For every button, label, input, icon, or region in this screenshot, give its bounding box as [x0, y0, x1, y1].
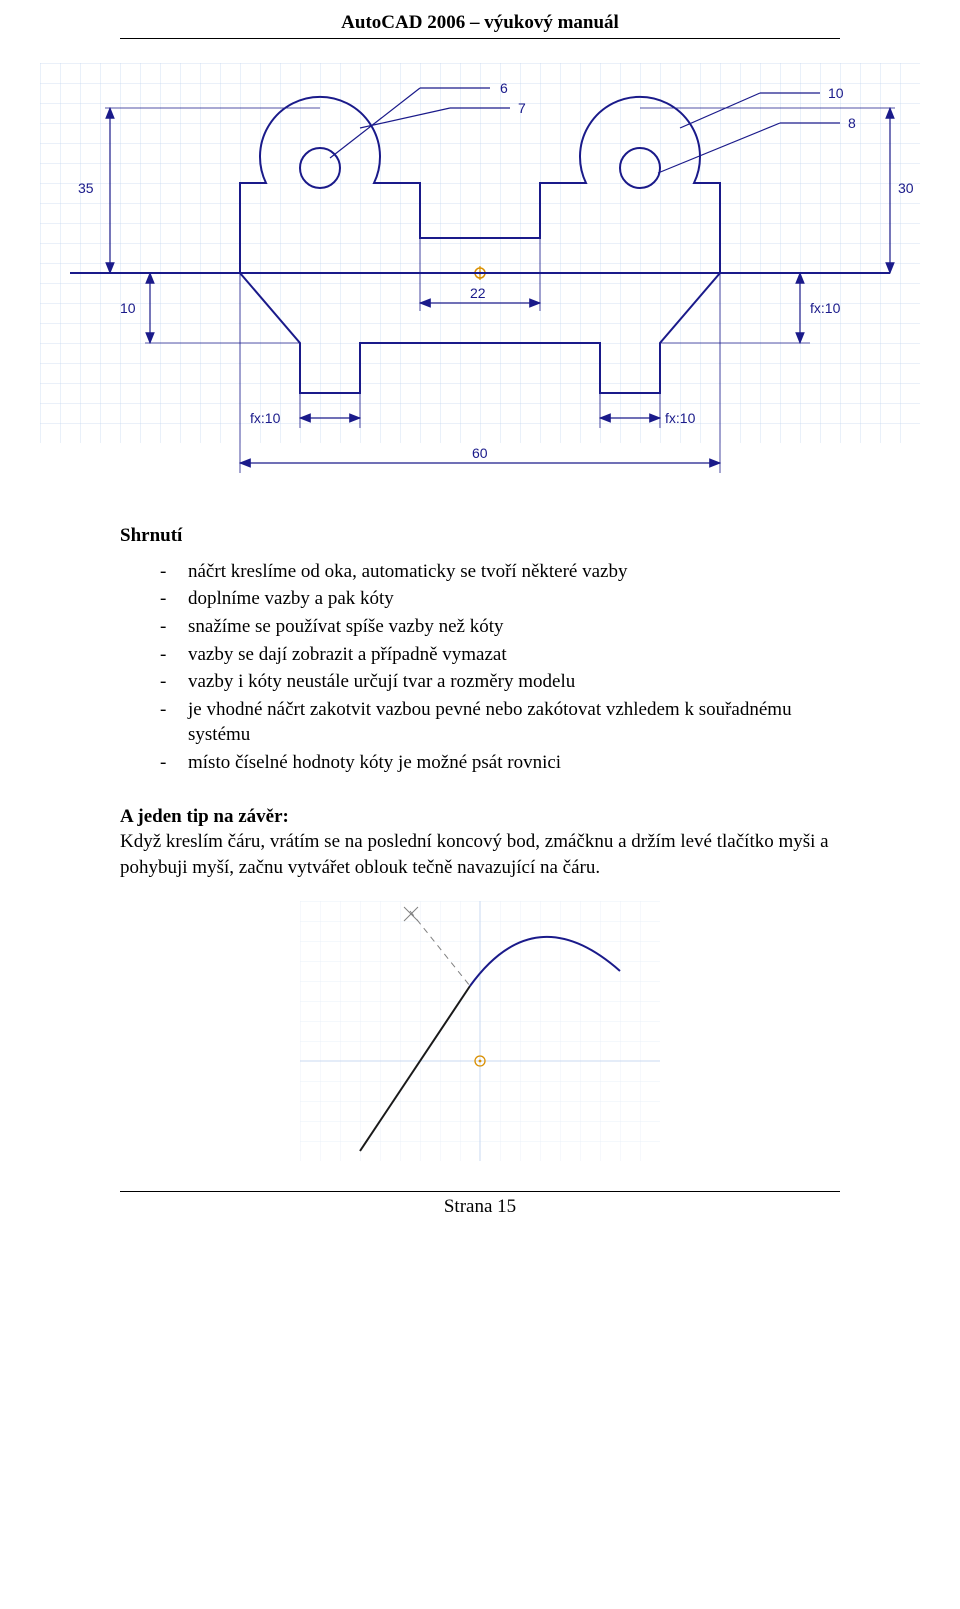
dim-35-label: 35 [78, 180, 94, 196]
footer-page-number: Strana 15 [0, 1196, 960, 1238]
tip-text: Když kreslím čáru, vrátím se na poslední… [120, 829, 840, 880]
dim-7-label: 7 [518, 100, 526, 116]
summary-item: doplníme vazby a pak kóty [160, 586, 840, 612]
summary-item: je vhodné náčrt zakotvit vazbou pevné ne… [160, 697, 840, 748]
dim-30-label: 30 [898, 180, 914, 196]
summary-item: vazby i kóty neustále určují tvar a rozm… [160, 669, 840, 695]
dim-fx10r-label: fx:10 [810, 300, 841, 316]
header-rule [120, 38, 840, 39]
dim-8-label: 8 [848, 115, 856, 131]
figure-tangent-arc [0, 901, 960, 1161]
dim-60-label: 60 [472, 445, 488, 461]
page-header-title: AutoCAD 2006 – výukový manuál [0, 12, 960, 34]
dim-fx10b-label: fx:10 [665, 410, 696, 426]
figure-sketch-main: 35 10 6 7 10 8 [40, 63, 920, 493]
summary-heading: Shrnutí [120, 523, 840, 549]
summary-item: vazby se dají zobrazit a případně vymaza… [160, 642, 840, 668]
summary-item: místo číselné hodnoty kóty je možné psát… [160, 750, 840, 776]
dim-fx10a-label: fx:10 [250, 410, 281, 426]
dim-22-label: 22 [470, 285, 486, 301]
footer-rule [120, 1191, 840, 1192]
dim-10R-label: 10 [828, 85, 844, 101]
content-body: Shrnutí náčrt kreslíme od oka, automatic… [120, 523, 840, 881]
summary-item: snažíme se používat spíše vazby než kóty [160, 614, 840, 640]
summary-item: náčrt kreslíme od oka, automaticky se tv… [160, 559, 840, 585]
page: AutoCAD 2006 – výukový manuál [0, 12, 960, 1238]
summary-list: náčrt kreslíme od oka, automaticky se tv… [160, 559, 840, 776]
tip-heading: A jeden tip na závěr: [120, 804, 840, 830]
dim-10L-label: 10 [120, 300, 136, 316]
dim-6-label: 6 [500, 80, 508, 96]
